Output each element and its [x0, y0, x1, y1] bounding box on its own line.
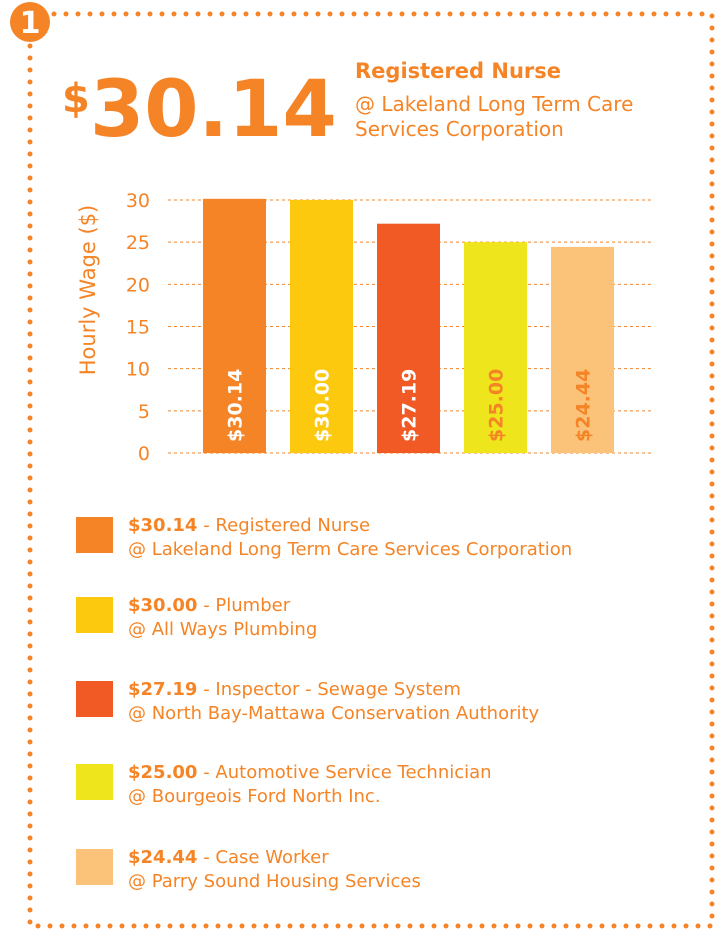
legend-separator: -: [197, 595, 215, 616]
badge-number: 1: [20, 6, 41, 41]
legend-name: Case Worker: [215, 847, 329, 868]
legend-swatch: [76, 764, 113, 800]
dotted-border: [27, 11, 715, 929]
headline-subtitle: @ Lakeland Long Term Care Services Corpo…: [355, 92, 634, 141]
legend-value: $30.14: [128, 515, 197, 536]
legend-name: Plumber: [215, 595, 290, 616]
badge: [10, 2, 50, 42]
legend-separator: -: [197, 847, 215, 868]
legend-employer: @ North Bay-Mattawa Conservation Authori…: [128, 703, 540, 724]
legend-entry: $30.00 - Plumber: [128, 595, 291, 616]
y-tick-label: 0: [138, 443, 150, 465]
y-tick-label: 5: [138, 401, 150, 423]
bar: [551, 246, 614, 453]
legend-entry: $27.19 - Inspector - Sewage System: [128, 679, 461, 700]
legend-separator: -: [197, 762, 215, 783]
bar: [464, 242, 527, 453]
legend-name: Inspector - Sewage System: [215, 679, 461, 700]
y-tick-label: 15: [126, 317, 150, 339]
bar-value-label: $30.00: [312, 369, 334, 442]
legend-value: $24.44: [128, 847, 197, 868]
legend-separator: -: [197, 515, 215, 536]
legend-employer: @ Bourgeois Ford North Inc.: [128, 786, 381, 807]
y-tick-label: 20: [126, 274, 150, 296]
headline-title: Registered Nurse: [355, 59, 561, 83]
legend-employer: @ Parry Sound Housing Services: [128, 871, 421, 892]
legend-swatch: [76, 597, 113, 633]
legend-name: Registered Nurse: [215, 515, 370, 536]
legend-name: Automotive Service Technician: [215, 762, 491, 783]
legend-employer: @ Lakeland Long Term Care Services Corpo…: [128, 539, 572, 560]
bar-value-label: $25.00: [486, 369, 508, 442]
bar: [203, 198, 266, 453]
legend-value: $25.00: [128, 762, 197, 783]
bar-value-label: $30.14: [225, 369, 247, 442]
bar-value-label: $24.44: [573, 369, 595, 442]
legend-entry: $24.44 - Case Worker: [128, 847, 329, 868]
bar: [377, 223, 440, 453]
y-tick-label: 25: [126, 232, 150, 254]
legend-swatch: [76, 681, 113, 717]
y-axis-label: Hourly Wage ($): [76, 205, 100, 375]
legend-swatch: [76, 517, 113, 553]
headline-currency: $: [62, 76, 90, 122]
y-tick-label: 10: [126, 359, 150, 381]
legend-value: $27.19: [128, 679, 197, 700]
legend-value: $30.00: [128, 595, 197, 616]
y-tick-label: 30: [126, 190, 150, 212]
legend-employer: @ All Ways Plumbing: [128, 619, 317, 640]
legend-entry: $30.14 - Registered Nurse: [128, 515, 370, 536]
legend-entry: $25.00 - Automotive Service Technician: [128, 762, 492, 783]
headline-amount: 30.14: [90, 65, 337, 155]
legend-separator: -: [197, 679, 215, 700]
legend-swatch: [76, 849, 113, 885]
bar-value-label: $27.19: [399, 369, 421, 442]
bar: [290, 200, 353, 453]
